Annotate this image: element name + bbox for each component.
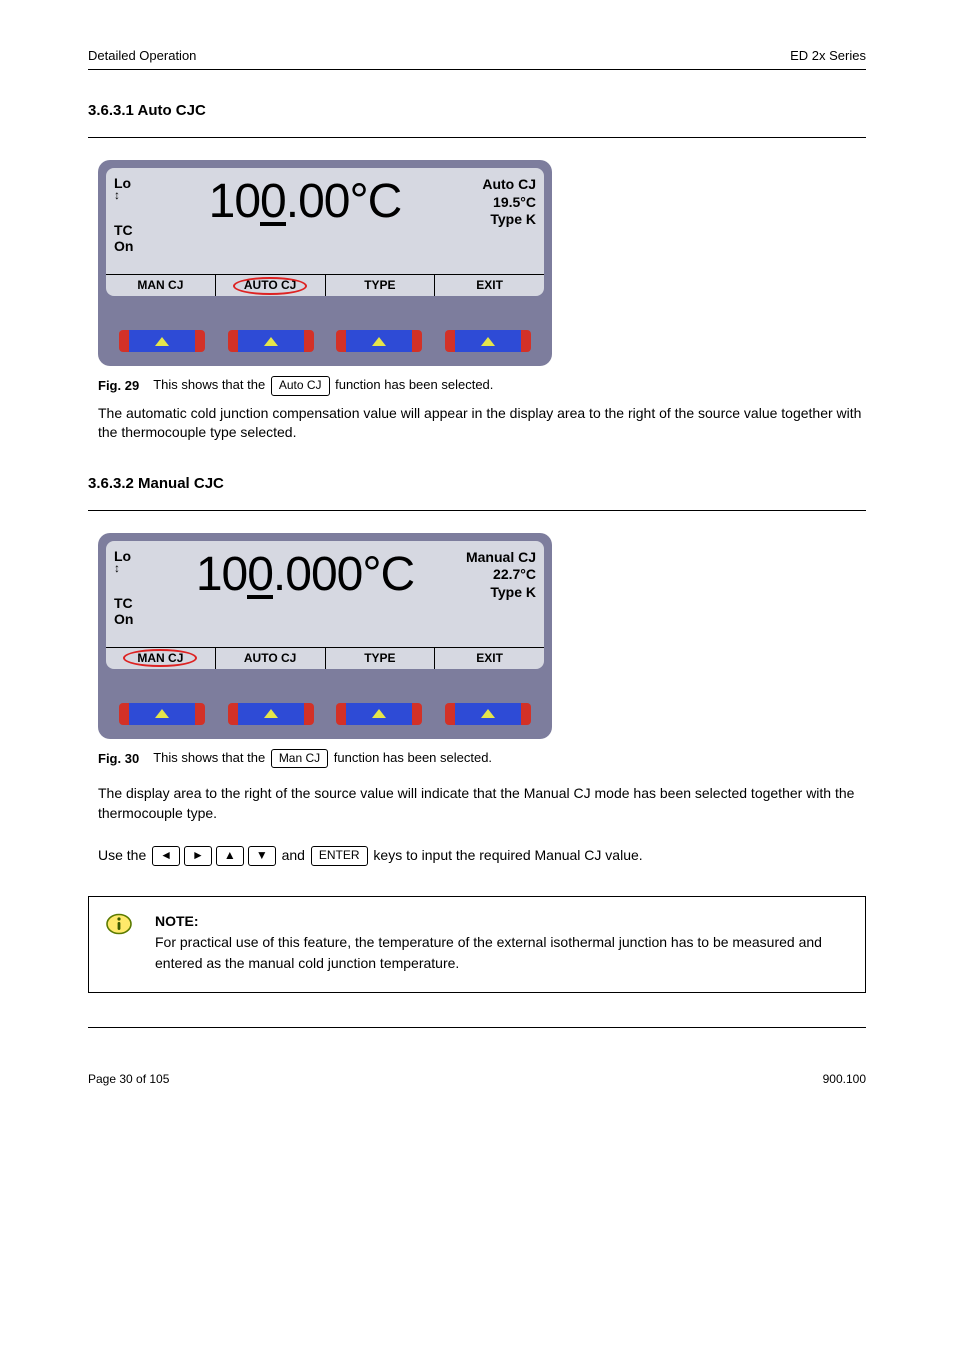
header-left: Detailed Operation <box>88 48 196 63</box>
enter-post: keys to input the required Manual CJ val… <box>373 847 642 863</box>
softkey-type[interactable]: TYPE <box>326 275 436 296</box>
device-panel-man: Lo ↕ TC On 100.000°C Manual CJ 22.7°C Ty… <box>98 533 552 739</box>
triangle-up-icon <box>155 709 169 718</box>
triangle-up-icon <box>155 337 169 346</box>
hardkey-1[interactable] <box>129 330 195 352</box>
softkey-autocj[interactable]: AUTO CJ <box>216 275 326 296</box>
val-pre: 10 <box>209 175 260 228</box>
triangle-up-icon <box>481 709 495 718</box>
enter-key: ENTER <box>311 846 368 866</box>
arrow-down-key: ▼ <box>248 846 276 866</box>
arrow-left-key: ◄ <box>152 846 180 866</box>
hardkeys-man <box>98 677 552 739</box>
lcd-tc: TC <box>114 222 158 238</box>
device-panel-auto: Lo ↕ TC On 100.00°C Auto CJ 19.5°C Type … <box>98 160 552 366</box>
lcd-r3: Type K <box>452 211 536 229</box>
val-pre: 10 <box>196 548 247 601</box>
footer-left: Page 30 of 105 <box>88 1072 169 1086</box>
val-post: .00°C <box>286 175 402 228</box>
lcd-r2: 19.5°C <box>452 194 536 212</box>
fig-btn-autocj: Auto CJ <box>271 376 330 396</box>
fig-text-pre: This shows that the <box>153 377 269 392</box>
fig-text-post: function has been selected. <box>330 750 492 765</box>
val-under: 0 <box>260 175 286 228</box>
fig-btn-mancj: Man CJ <box>271 749 328 769</box>
softkey-mancj[interactable]: MAN CJ <box>106 648 216 669</box>
hardkey-4[interactable] <box>455 703 521 725</box>
hardkey-2[interactable] <box>238 703 304 725</box>
lcd-auto: Lo ↕ TC On 100.00°C Auto CJ 19.5°C Type … <box>106 168 544 296</box>
info-icon <box>105 913 133 935</box>
section-title-man: 3.6.3.2 Manual CJC <box>88 475 866 492</box>
enter-mid: and <box>282 847 309 863</box>
figure-caption-man: Fig. 30 This shows that the Man CJ funct… <box>98 749 866 769</box>
val-under: 0 <box>247 548 273 601</box>
softkey-autocj-label: AUTO CJ <box>244 278 296 292</box>
softkey-type[interactable]: TYPE <box>326 648 436 669</box>
lcd-r1: Auto CJ <box>452 176 536 194</box>
hardkey-3[interactable] <box>346 330 412 352</box>
arrow-up-key: ▲ <box>216 846 244 866</box>
enter-pre: Use the <box>98 847 150 863</box>
note-text: NOTE: For practical use of this feature,… <box>155 911 849 974</box>
enter-line: Use the ◄►▲▼ and ENTER keys to input the… <box>98 846 866 866</box>
val-post: .000°C <box>273 548 414 601</box>
header-right: ED 2x Series <box>790 48 866 63</box>
softkey-mancj-label: MAN CJ <box>137 651 183 665</box>
footer-rule <box>88 1027 866 1028</box>
lcd-r2: 22.7°C <box>452 566 536 584</box>
section-title-auto: 3.6.3.1 Auto CJC <box>88 102 866 119</box>
arrow-right-key: ► <box>184 846 212 866</box>
softkeys-auto: MAN CJ AUTO CJ TYPE EXIT <box>106 274 544 296</box>
softkey-exit[interactable]: EXIT <box>435 275 544 296</box>
note-title: NOTE: <box>155 913 199 929</box>
lcd-r3: Type K <box>452 584 536 602</box>
hardkey-2[interactable] <box>238 330 304 352</box>
figure-caption-auto: Fig. 29 This shows that the Auto CJ func… <box>98 376 866 396</box>
triangle-up-icon <box>372 337 386 346</box>
hardkey-4[interactable] <box>455 330 521 352</box>
triangle-up-icon <box>264 337 278 346</box>
softkeys-man: MAN CJ AUTO CJ TYPE EXIT <box>106 647 544 669</box>
hardkeys-auto <box>98 304 552 366</box>
lcd-on: On <box>114 611 158 627</box>
softkey-autocj[interactable]: AUTO CJ <box>216 648 326 669</box>
fig-text-post: function has been selected. <box>332 377 494 392</box>
lcd-r1: Manual CJ <box>452 549 536 567</box>
note-body: For practical use of this feature, the t… <box>155 934 822 971</box>
hardkey-1[interactable] <box>129 703 195 725</box>
softkey-exit[interactable]: EXIT <box>435 648 544 669</box>
body-man: The display area to the right of the sou… <box>98 784 866 823</box>
lcd-tc: TC <box>114 595 158 611</box>
fig-label-man: Fig. 30 <box>98 751 139 766</box>
note-box: NOTE: For practical use of this feature,… <box>88 896 866 993</box>
triangle-up-icon <box>372 709 386 718</box>
triangle-up-icon <box>264 709 278 718</box>
fig-text-pre: This shows that the <box>153 750 269 765</box>
fig-label-auto: Fig. 29 <box>98 378 139 393</box>
lcd-on: On <box>114 238 158 254</box>
softkey-mancj[interactable]: MAN CJ <box>106 275 216 296</box>
body-auto: The automatic cold junction compensation… <box>98 404 866 443</box>
lcd-man: Lo ↕ TC On 100.000°C Manual CJ 22.7°C Ty… <box>106 541 544 669</box>
hardkey-3[interactable] <box>346 703 412 725</box>
triangle-up-icon <box>481 337 495 346</box>
top-rule <box>88 69 866 70</box>
footer-right: 900.100 <box>823 1072 866 1086</box>
